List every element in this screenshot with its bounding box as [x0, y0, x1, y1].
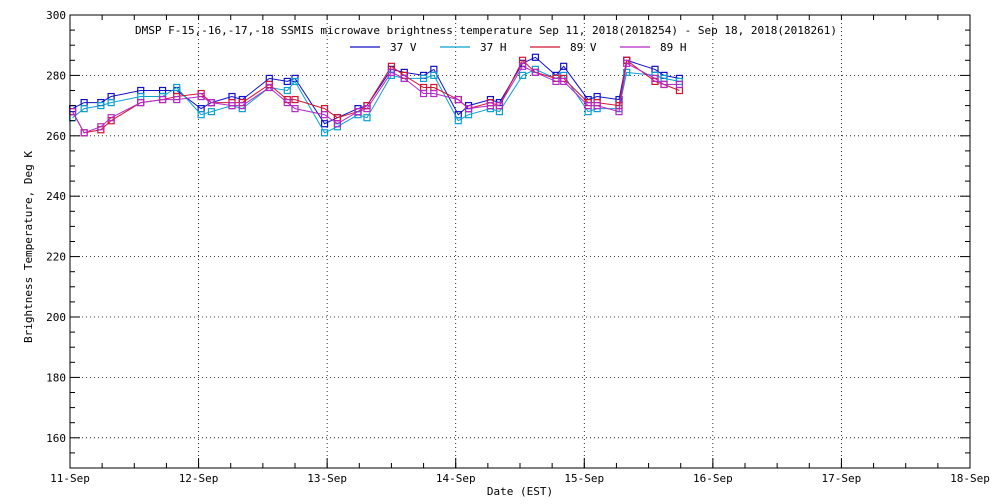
x-tick-label: 12-Sep [179, 472, 219, 485]
data-point [291, 77, 299, 86]
data-point [97, 101, 105, 110]
data-point [333, 120, 342, 128]
series-line [72, 68, 680, 134]
y-tick-label: 160 [46, 432, 66, 445]
data-point [419, 89, 428, 98]
data-point [531, 53, 540, 61]
legend: 37 V 37 H 89 V 89 H [350, 41, 687, 54]
data-point [207, 108, 216, 116]
x-tick-label: 13-Sep [307, 472, 347, 485]
x-tick-label: 18-Sep [950, 472, 990, 485]
legend-item: 89 H [620, 41, 687, 54]
data-point [363, 114, 371, 122]
chart-title: DMSP F-15,-16,-17,-18 SSMIS microwave br… [135, 24, 837, 37]
data-point [430, 71, 438, 80]
data-point [197, 111, 205, 119]
series-89-h [68, 59, 684, 137]
legend-label: 89 H [660, 41, 687, 54]
data-point [675, 80, 684, 89]
tick-layer: 160 180 200 220 240 260 280 300 11-Sep 12-Sep 13-S… [46, 9, 990, 485]
data-point [464, 105, 473, 113]
legend-label: 37 H [480, 41, 507, 54]
series-37-h [68, 65, 684, 137]
legend-item: 37 V [350, 41, 417, 54]
data-point [486, 101, 495, 110]
data-point [531, 68, 540, 76]
data-point [560, 77, 568, 86]
data-point [584, 101, 592, 110]
data-point [228, 101, 236, 110]
legend-item: 37 H [440, 41, 507, 54]
data-point [173, 83, 181, 92]
data-point [518, 62, 527, 70]
data-point [518, 71, 527, 80]
series-line [72, 62, 680, 134]
x-tick-label: 11-Sep [50, 472, 90, 485]
data-point [354, 108, 362, 116]
legend-label: 37 V [390, 41, 417, 54]
y-tick-label: 300 [46, 9, 66, 22]
data-point [137, 98, 145, 107]
y-tick-label: 240 [46, 190, 66, 203]
grid-layer [70, 14, 970, 468]
data-point [623, 59, 631, 67]
data-point [320, 111, 329, 119]
data-point [495, 101, 504, 110]
legend-label: 89 V [570, 41, 597, 54]
data-point [419, 74, 428, 83]
data-point [454, 95, 462, 104]
data-point [80, 105, 88, 113]
y-tick-label: 180 [46, 371, 66, 384]
data-point [623, 68, 631, 76]
series-layer [68, 53, 684, 137]
data-point [107, 114, 115, 122]
x-tick-label: 15-Sep [564, 472, 604, 485]
data-point [651, 74, 659, 83]
y-tick-label: 260 [46, 130, 66, 143]
y-axis-label: Brightness Temperature, Deg K [22, 151, 35, 343]
data-point [283, 77, 291, 86]
x-tick-label: 14-Sep [436, 472, 476, 485]
data-point [97, 123, 105, 131]
x-tick-label: 16-Sep [693, 472, 733, 485]
x-axis-label: Date (EST) [487, 485, 553, 498]
data-point [173, 95, 181, 104]
data-point [660, 80, 668, 89]
data-point [400, 74, 408, 83]
data-point [265, 83, 273, 92]
data-point [283, 86, 291, 95]
x-tick-label: 17-Sep [822, 472, 862, 485]
data-point [320, 129, 329, 137]
data-point [158, 95, 167, 104]
data-point [363, 105, 371, 113]
legend-item: 89 V [530, 41, 597, 54]
y-tick-label: 280 [46, 69, 66, 82]
data-point [197, 92, 205, 101]
data-point [615, 108, 623, 116]
data-point [320, 120, 329, 128]
data-point [207, 98, 216, 107]
data-point [430, 89, 438, 98]
data-point [387, 68, 396, 76]
data-point [454, 117, 462, 125]
data-point [675, 86, 684, 95]
data-point [291, 105, 299, 113]
data-point [283, 98, 291, 107]
data-point [593, 101, 601, 110]
y-tick-label: 220 [46, 251, 66, 264]
data-point [107, 98, 115, 107]
plot-frame [69, 14, 971, 469]
data-point [291, 95, 299, 104]
data-point [560, 62, 568, 70]
y-tick-label: 200 [46, 311, 66, 324]
data-point [552, 77, 560, 86]
data-point [80, 129, 88, 137]
data-point [238, 101, 246, 110]
